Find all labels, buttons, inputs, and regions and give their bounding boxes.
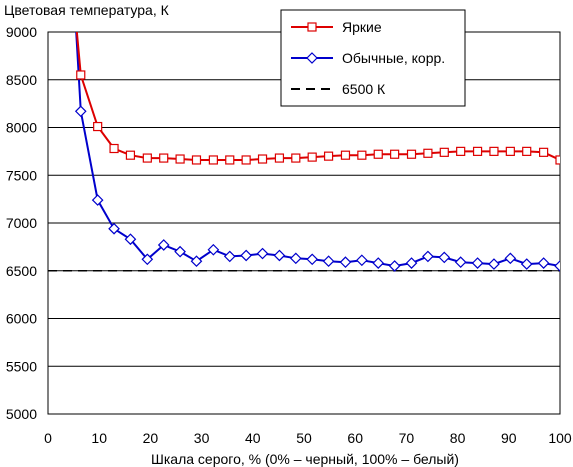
series-layer [48, 32, 560, 272]
data-point [356, 254, 368, 267]
data-point [372, 257, 385, 269]
x-tick-label: 40 [245, 430, 261, 446]
data-point [289, 252, 302, 265]
y-tick-label: 8000 [6, 120, 37, 136]
x-axis-title: Шкала серого, % (0% – черный, 100% – бел… [151, 451, 459, 467]
y-axis-title: Цветовая температура, К [4, 2, 170, 18]
x-tick-label: 60 [347, 430, 363, 446]
series-0 [75, 32, 560, 165]
data-point [322, 255, 335, 268]
legend-label-1: Обычные, корр. [342, 50, 445, 66]
y-tick-label: 5000 [6, 406, 37, 422]
data-point [504, 252, 517, 265]
data-point [537, 257, 550, 269]
legend-marker-1 [306, 52, 318, 64]
data-point [339, 256, 352, 269]
data-point [454, 256, 467, 269]
data-point [488, 258, 500, 270]
data-point [125, 150, 136, 160]
data-point [439, 147, 449, 157]
data-point [256, 247, 269, 260]
legend-marker-0 [307, 22, 317, 32]
x-tick-label: 70 [399, 430, 415, 446]
data-point [108, 222, 120, 235]
data-point [357, 150, 367, 160]
y-tick-label: 6500 [6, 263, 37, 279]
data-point [91, 194, 104, 206]
legend: Яркие Обычные, корр. 6500 К [280, 9, 466, 107]
data-point [520, 258, 533, 270]
data-point [390, 149, 400, 159]
data-point [489, 146, 499, 156]
data-point [141, 253, 154, 266]
data-point [554, 260, 560, 272]
data-point [175, 154, 185, 164]
data-point [157, 239, 170, 251]
data-point [207, 243, 220, 256]
data-point [471, 257, 484, 269]
data-point [505, 146, 515, 156]
y-tick-label: 9000 [6, 24, 37, 40]
data-point [240, 249, 252, 262]
y-tick-label: 6000 [6, 311, 37, 327]
data-point [124, 233, 137, 246]
data-point [555, 155, 560, 165]
x-tick-label: 50 [296, 430, 312, 446]
data-point [76, 70, 86, 80]
x-tick-label: 20 [143, 430, 159, 446]
x-tick-label: 100 [548, 430, 572, 446]
data-point [323, 151, 334, 161]
y-tick-label: 7500 [6, 167, 37, 183]
x-tick-labels: 0 10 20 30 40 50 60 70 80 90 100 [44, 430, 572, 446]
data-point [438, 251, 451, 264]
y-tick-label: 8500 [6, 72, 37, 88]
data-point [472, 146, 483, 156]
x-tick-label: 30 [194, 430, 210, 446]
data-point [225, 155, 235, 165]
data-point [257, 154, 268, 164]
x-tick-label: 10 [91, 430, 107, 446]
data-point [191, 155, 202, 165]
x-tick-label: 0 [44, 430, 52, 446]
data-point [306, 253, 319, 266]
data-point [273, 249, 286, 262]
series-1 [74, 32, 560, 272]
data-point [522, 146, 532, 156]
y-tick-labels: 5000 5500 6000 6500 7000 7500 8000 8500 9000 [6, 24, 37, 422]
data-point [340, 150, 351, 160]
data-point [406, 149, 417, 159]
data-point [223, 250, 236, 263]
legend-label-0: Яркие [342, 19, 382, 35]
y-tick-label: 7000 [6, 215, 37, 231]
data-point [307, 152, 317, 162]
data-point [423, 148, 433, 158]
data-point [405, 257, 418, 269]
y-tick-label: 5500 [6, 358, 37, 374]
legend-label-2: 6500 К [342, 81, 386, 97]
x-tick-label: 90 [501, 430, 517, 446]
data-point [241, 155, 251, 165]
data-point [208, 155, 218, 165]
data-point [274, 153, 285, 163]
data-point [109, 143, 119, 154]
data-point [142, 153, 152, 163]
x-tick-label: 80 [450, 430, 466, 446]
data-point [539, 147, 549, 157]
data-point [93, 121, 103, 132]
data-point [174, 245, 186, 258]
data-point [422, 250, 434, 263]
data-point [456, 146, 466, 156]
data-point [159, 153, 169, 163]
data-point [190, 255, 203, 268]
data-point [74, 105, 87, 118]
data-point [291, 153, 301, 163]
data-point [388, 260, 401, 272]
data-point [373, 149, 383, 159]
